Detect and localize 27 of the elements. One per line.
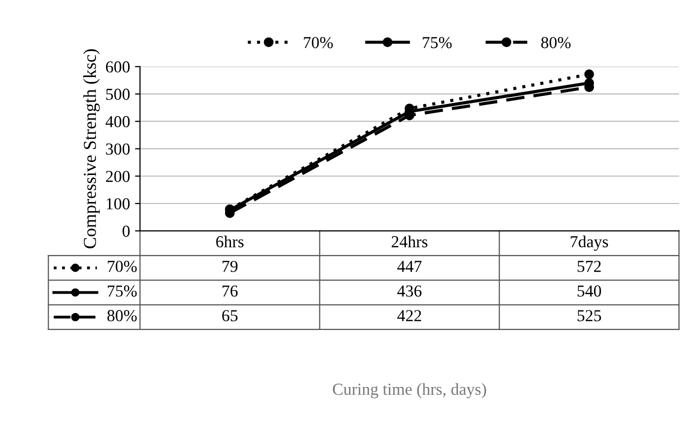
legend-label: 80% [541,36,571,48]
y-tick-label: 600 [106,61,130,73]
data-label: 540 [578,285,602,297]
data-label: 65 [222,310,238,322]
y-tick-label: 300 [106,143,130,155]
text: 80% [107,310,137,322]
legend-label: 70% [304,36,333,48]
data-label: 436 [397,285,422,297]
data-label: 79 [222,260,238,272]
text: Curing time (hrs, days) [332,383,486,398]
y-axis-title: Compressive Strength (ksc) [83,49,100,248]
data-label: 525 [578,310,602,322]
y-tick-label: 100 [106,198,130,210]
y-tick-label: 500 [106,88,130,100]
legend-label: 75% [422,36,452,48]
data-label: 447 [397,260,422,272]
y-tick-label: 200 [106,170,130,182]
data-label: 422 [397,310,422,322]
y-tick-label: 400 [106,116,130,128]
x-tick-label: 6hrs [216,236,244,248]
x-tick-label: 24hrs [392,236,428,248]
y-tick-label: 0 [122,226,130,237]
data-label: 76 [222,285,238,297]
text: 75% [108,285,137,297]
x-tick-label: 7days [570,236,608,251]
text: 70% [108,260,137,272]
data-label: 572 [578,260,601,272]
